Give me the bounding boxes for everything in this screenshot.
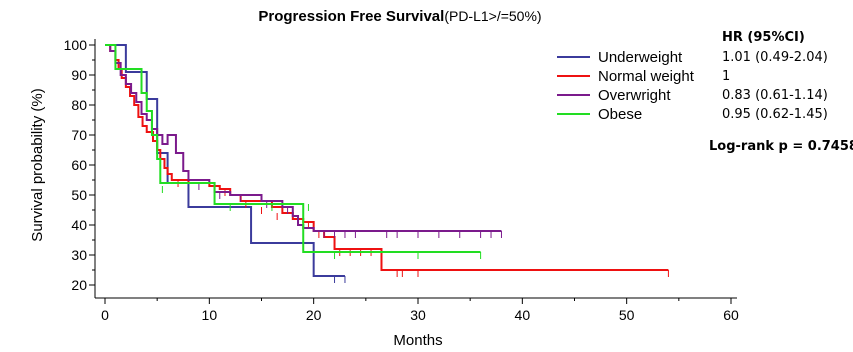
y-axis-label: Survival probability (%): [29, 88, 46, 241]
y-tick-label-60: 60: [71, 157, 87, 173]
y-tick-label-50: 50: [71, 187, 87, 203]
x-tick-label-60: 60: [723, 307, 739, 323]
hr-header: HR (95%CI): [722, 30, 805, 45]
legend-label-3: Obese: [598, 106, 642, 123]
series-layer: [105, 44, 669, 283]
series-obese: [105, 44, 482, 259]
y-tick-label-40: 40: [71, 217, 87, 233]
series-overwright: [105, 44, 502, 238]
y-tick-label-90: 90: [71, 67, 87, 83]
legend-label-2: Overwright: [598, 87, 671, 104]
y-tick-label-100: 100: [64, 37, 88, 53]
x-tick-label-30: 30: [410, 307, 426, 323]
chart-title: Progression Free Survival(PD-L1>/=50%): [258, 8, 541, 25]
hr-block: HR (95%CI) Log-rank p = 0.7458 1.01 (0.4…: [709, 30, 853, 154]
x-tick-label-50: 50: [619, 307, 635, 323]
series-line: [105, 44, 502, 232]
x-tick-label-10: 10: [202, 307, 218, 323]
y-tick-label-20: 20: [71, 277, 87, 293]
chart-title-main: Progression Free Survival: [258, 8, 444, 25]
chart-title-subtitle: (PD-L1>/=50%): [444, 8, 541, 24]
legend-label-1: Normal weight: [598, 68, 695, 85]
y-tick-label-80: 80: [71, 97, 87, 113]
hr-value-3: 0.95 (0.62-1.45): [722, 107, 828, 122]
x-tick-label-40: 40: [515, 307, 531, 323]
series-normal-weight: [105, 44, 669, 277]
axes: 20 30 40 50 60 70 80 90 100 0 10 20 30 40 50 60: [64, 37, 739, 323]
x-tick-label-20: 20: [306, 307, 322, 323]
hr-value-0: 1.01 (0.49-2.04): [722, 50, 828, 65]
x-axis-label: Months: [393, 332, 442, 349]
hr-value-1: 1: [722, 69, 730, 84]
series-line: [105, 44, 481, 253]
y-tick-label-30: 30: [71, 247, 87, 263]
logrank-text: Log-rank p = 0.7458: [709, 139, 853, 154]
x-tick-label-0: 0: [101, 307, 109, 323]
y-tick-label-70: 70: [71, 127, 87, 143]
legend-label-0: Underweight: [598, 49, 683, 66]
hr-value-2: 0.83 (0.61-1.14): [722, 88, 828, 103]
legend: Underweight Normal weight Overwright Obese: [557, 49, 695, 123]
